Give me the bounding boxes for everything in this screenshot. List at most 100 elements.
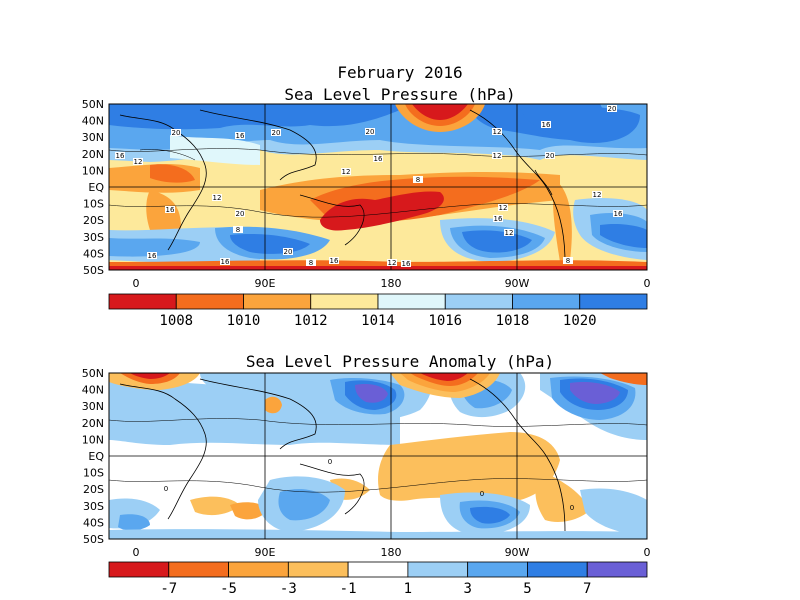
contour-label: 16	[494, 215, 503, 223]
contour-label-bg	[212, 194, 222, 201]
contour-label-bg	[401, 260, 411, 267]
contour-label: 12	[388, 259, 397, 267]
colorbar-swatch	[512, 293, 581, 310]
contour-label-bg	[171, 129, 181, 136]
contour-label-bg	[220, 258, 230, 265]
contour-label-bg	[413, 176, 423, 183]
lat-label: EQ	[88, 181, 104, 194]
lat-label: 30N	[82, 400, 104, 413]
colorbar-swatch	[527, 561, 588, 578]
contour-label: 12	[499, 204, 508, 212]
top-panel-title: Sea Level Pressure (hPa)	[284, 85, 516, 104]
contour-label-bg	[306, 259, 316, 266]
lat-label: 50N	[82, 367, 104, 380]
contour-label: 0	[164, 485, 168, 493]
contour-label-bg	[329, 257, 339, 264]
bottom-lat-labels: 50N 40N 30N 20N 10N EQ 10S 20S 30S 40S 50S	[82, 367, 105, 546]
lat-label: 20S	[83, 214, 104, 227]
colorbar-swatch	[407, 561, 469, 578]
contour-label: 8	[416, 176, 420, 184]
contour-label-bg	[498, 204, 508, 211]
contour-label: 16	[221, 258, 230, 266]
lat-label: 40N	[82, 115, 104, 128]
contour-label: 20	[608, 105, 617, 113]
top-colorbar	[108, 293, 648, 310]
lon-label: 0	[133, 277, 140, 290]
colorbar-label: -3	[280, 581, 297, 597]
lon-label: 90E	[255, 277, 276, 290]
lat-label: 30S	[83, 231, 104, 244]
lon-label: 180	[381, 277, 402, 290]
lat-label: 40S	[83, 247, 104, 260]
contour-label: 8	[309, 259, 313, 267]
contour-label: 20	[366, 128, 375, 136]
contour-label: 20	[236, 210, 245, 218]
lat-label: 20S	[83, 483, 104, 496]
colorbar-swatch	[467, 561, 528, 578]
bottom-gridlines	[109, 373, 647, 539]
colorbar-swatch	[444, 293, 513, 310]
contour-label: 0	[570, 504, 574, 512]
contour-label-bg	[493, 215, 503, 222]
top-gridlines	[109, 104, 647, 270]
lon-label: 90W	[505, 277, 530, 290]
colorbar-label: 1014	[361, 313, 395, 329]
contour-label: 20	[546, 152, 555, 160]
contour-label: 12	[505, 229, 514, 237]
colorbar-label: 1008	[159, 313, 193, 329]
bottom-colorbar	[108, 561, 648, 578]
contour-label: 12	[213, 194, 222, 202]
contour-label-bg	[387, 259, 397, 266]
contour-label-bg	[541, 121, 551, 128]
contour-label-bg	[165, 206, 175, 213]
contour-label-bg	[271, 129, 281, 136]
contour-label: 20	[284, 248, 293, 256]
contour-label-bg	[592, 191, 602, 198]
colorbar-swatch	[377, 293, 446, 310]
contour-label: 20	[272, 129, 281, 137]
contour-label: 16	[402, 260, 411, 268]
lat-label: 50N	[82, 98, 104, 111]
contour-label: 16	[614, 210, 623, 218]
contour-label-bg	[235, 132, 245, 139]
contour-label-bg	[115, 152, 125, 159]
contour-label: 16	[236, 132, 245, 140]
bottom-contour-labels: 0 0 0 0	[164, 458, 574, 512]
lon-label: 0	[133, 546, 140, 559]
lat-label: 40S	[83, 516, 104, 529]
lat-label: EQ	[88, 450, 104, 463]
contour-label-bg	[492, 128, 502, 135]
contour-label-bg	[283, 248, 293, 255]
lon-label: 180	[381, 546, 402, 559]
figure-title: February 2016	[337, 63, 463, 82]
contour-label-bg	[613, 210, 623, 217]
colorbar-label: 5	[523, 581, 531, 597]
contour-label-bg	[341, 168, 351, 175]
colorbar-swatch	[586, 561, 648, 578]
colorbar-swatch	[175, 293, 244, 310]
lat-label: 10N	[82, 433, 104, 446]
bottom-lon-labels: 0 90E 180 90W 0	[133, 546, 651, 559]
contour-label-bg	[545, 152, 555, 159]
lon-label: 90W	[505, 546, 530, 559]
colorbar-label: 1012	[294, 313, 328, 329]
contour-label-bg	[147, 252, 157, 259]
contour-label-bg	[233, 226, 243, 233]
contour-label: 16	[542, 121, 551, 129]
lat-label: 10S	[83, 198, 104, 211]
lat-label: 50S	[83, 264, 104, 277]
contour-label: 12	[493, 152, 502, 160]
contour-label: 8	[236, 226, 240, 234]
top-colorbar-labels: 1008 1010 1012 1014 1016 1018 1020	[159, 313, 596, 329]
lon-label: 0	[644, 546, 651, 559]
colorbar-label: 1020	[563, 313, 597, 329]
lat-label: 50S	[83, 533, 104, 546]
contour-label: 12	[342, 168, 351, 176]
contour-label: 12	[593, 191, 602, 199]
lat-label: 20N	[82, 148, 104, 161]
contour-label-bg	[504, 229, 514, 236]
contour-label-bg	[133, 158, 143, 165]
lon-label: 90E	[255, 546, 276, 559]
